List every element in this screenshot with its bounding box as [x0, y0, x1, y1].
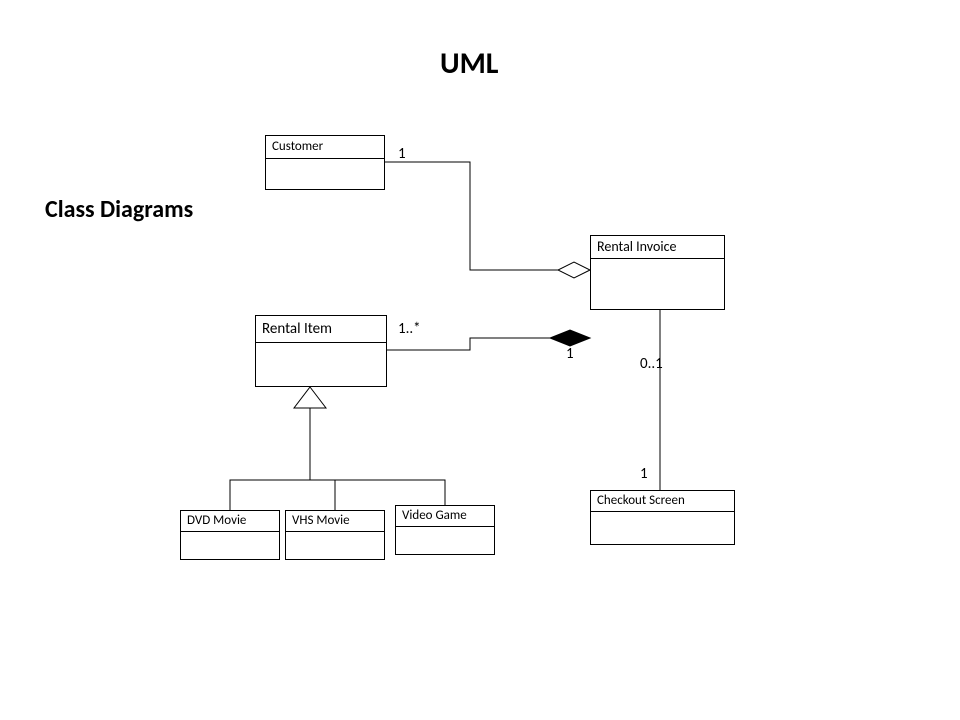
diagram-canvas: UML Class Diagrams Customer Rental Invoi… [0, 0, 960, 720]
multiplicity-checkout-1: 1 [640, 465, 648, 483]
multiplicity-invoice-01: 0..1 [640, 355, 663, 373]
class-dvd-movie: DVD Movie [180, 510, 280, 560]
class-rental-item: Rental Item [255, 315, 387, 387]
multiplicity-customer-1: 1 [398, 145, 406, 163]
multiplicity-item-1n: 1..* [398, 320, 421, 338]
class-dvd-movie-body [181, 532, 279, 560]
connector-layer [0, 0, 960, 720]
class-vhs-movie: VHS Movie [285, 510, 385, 560]
class-checkout-screen-body [591, 512, 734, 545]
class-customer: Customer [265, 135, 385, 190]
class-video-game: Video Game [395, 505, 495, 555]
class-vhs-movie-label: VHS Movie [286, 511, 384, 532]
class-rental-invoice-body [591, 259, 724, 310]
class-rental-invoice: Rental Invoice [590, 235, 725, 310]
class-customer-body [266, 159, 384, 190]
class-vhs-movie-body [286, 532, 384, 560]
class-customer-label: Customer [266, 136, 384, 159]
class-rental-item-label: Rental Item [256, 316, 386, 343]
class-dvd-movie-label: DVD Movie [181, 511, 279, 532]
class-checkout-screen: Checkout Screen [590, 490, 735, 545]
multiplicity-invoice-1: 1 [566, 345, 574, 363]
class-video-game-body [396, 527, 494, 555]
class-rental-item-body [256, 343, 386, 387]
class-checkout-screen-label: Checkout Screen [591, 491, 734, 512]
class-video-game-label: Video Game [396, 506, 494, 527]
class-rental-invoice-label: Rental Invoice [591, 236, 724, 259]
